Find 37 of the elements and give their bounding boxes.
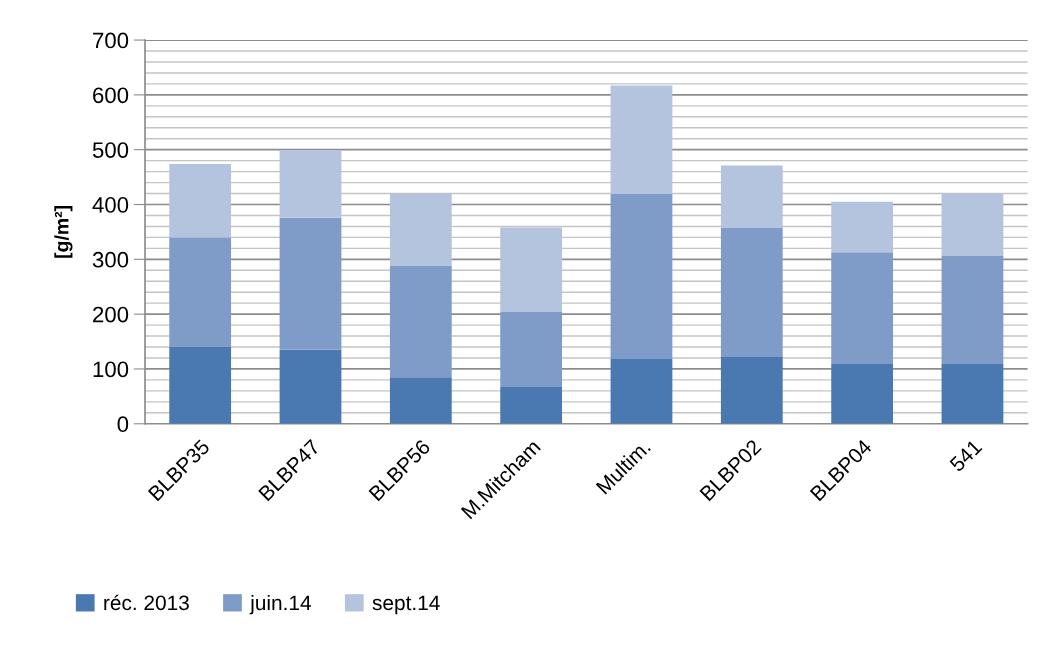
bar bbox=[169, 237, 232, 347]
bar bbox=[389, 194, 452, 266]
bar bbox=[279, 217, 342, 350]
bar bbox=[941, 364, 1004, 424]
y-tick-label: 600 bbox=[93, 87, 129, 104]
bar bbox=[389, 265, 452, 378]
bar bbox=[500, 227, 563, 312]
y-tick-label: 200 bbox=[93, 306, 129, 323]
legend-label: sept.14 bbox=[372, 595, 440, 615]
y-tick-label: 300 bbox=[92, 251, 129, 268]
y-tick-label: 700 bbox=[93, 32, 129, 49]
y-tick-label: 500 bbox=[92, 142, 129, 158]
x-tick-label: 541 bbox=[949, 438, 983, 473]
bar bbox=[169, 346, 232, 424]
bar bbox=[500, 387, 563, 424]
bar bbox=[610, 359, 673, 424]
y-tick-label: 400 bbox=[92, 197, 129, 213]
bar bbox=[941, 194, 1004, 257]
bar bbox=[389, 377, 452, 424]
bar bbox=[720, 165, 783, 228]
bar bbox=[831, 201, 894, 253]
bar bbox=[500, 311, 563, 388]
bar bbox=[831, 252, 894, 365]
bar bbox=[720, 227, 783, 357]
legend-label: juin.14 bbox=[249, 594, 311, 615]
legend-label: réc. 2013 bbox=[104, 594, 189, 611]
bar bbox=[279, 150, 342, 218]
y-axis-title: [g/m²] bbox=[54, 206, 73, 258]
bar bbox=[610, 194, 673, 360]
bar bbox=[610, 85, 673, 195]
bar bbox=[720, 356, 783, 424]
y-tick-label: 0 bbox=[117, 416, 129, 433]
bar bbox=[941, 256, 1004, 365]
bar bbox=[279, 349, 342, 424]
y-tick-label: 100 bbox=[93, 361, 129, 378]
bar bbox=[169, 163, 232, 238]
bar bbox=[831, 364, 894, 424]
